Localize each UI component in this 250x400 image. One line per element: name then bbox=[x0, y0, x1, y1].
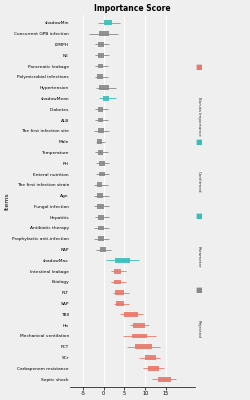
Bar bbox=[98, 128, 104, 133]
Bar bbox=[132, 334, 147, 338]
Bar bbox=[97, 193, 103, 198]
Bar bbox=[98, 226, 104, 230]
Bar bbox=[134, 323, 145, 328]
Bar bbox=[100, 247, 106, 252]
Bar bbox=[99, 172, 105, 176]
Bar bbox=[97, 74, 103, 79]
Bar bbox=[97, 182, 102, 187]
Bar bbox=[114, 280, 122, 284]
Text: ■: ■ bbox=[196, 64, 202, 70]
Bar bbox=[103, 96, 109, 101]
Bar bbox=[98, 53, 104, 58]
Bar bbox=[98, 31, 108, 36]
Text: ■: ■ bbox=[196, 287, 202, 293]
Text: Rejected: Rejected bbox=[197, 320, 201, 338]
Text: ■: ■ bbox=[196, 213, 202, 219]
Text: Parameter: Parameter bbox=[197, 246, 201, 267]
Bar bbox=[97, 204, 103, 209]
Title: Importance Score: Importance Score bbox=[94, 4, 171, 13]
Bar bbox=[114, 269, 122, 274]
Bar bbox=[98, 118, 103, 122]
Bar bbox=[104, 20, 112, 25]
Text: Confirmed: Confirmed bbox=[197, 171, 201, 193]
Bar bbox=[98, 64, 103, 68]
Bar bbox=[98, 215, 104, 220]
Y-axis label: Items: Items bbox=[4, 192, 9, 210]
Bar bbox=[148, 366, 159, 371]
Bar bbox=[115, 290, 124, 295]
Text: Boruta Importance: Boruta Importance bbox=[197, 97, 201, 136]
Bar bbox=[98, 42, 104, 47]
Bar bbox=[135, 344, 152, 349]
Bar bbox=[98, 236, 104, 241]
Bar bbox=[124, 312, 138, 317]
Bar bbox=[116, 301, 124, 306]
Bar bbox=[98, 107, 103, 112]
Bar bbox=[98, 85, 108, 90]
Text: ■: ■ bbox=[196, 138, 202, 144]
Bar bbox=[115, 258, 130, 263]
Bar bbox=[98, 150, 103, 155]
Bar bbox=[158, 377, 171, 382]
Bar bbox=[145, 355, 156, 360]
Bar bbox=[97, 139, 102, 144]
Bar bbox=[99, 161, 105, 166]
